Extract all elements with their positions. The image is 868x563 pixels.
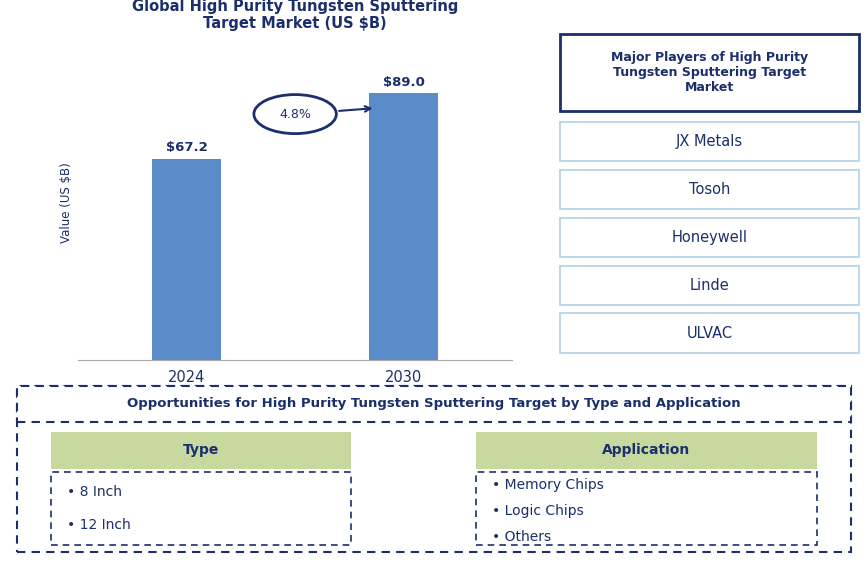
FancyBboxPatch shape	[476, 472, 818, 545]
Text: Opportunities for High Purity Tungsten Sputtering Target by Type and Application: Opportunities for High Purity Tungsten S…	[128, 397, 740, 410]
Text: • Logic Chips: • Logic Chips	[492, 504, 584, 518]
Text: Linde: Linde	[690, 278, 729, 293]
Text: $67.2: $67.2	[166, 141, 207, 154]
FancyBboxPatch shape	[560, 266, 859, 305]
FancyBboxPatch shape	[560, 169, 859, 209]
Text: Source: Lucintel: Source: Lucintel	[420, 401, 534, 414]
Text: 4.8%: 4.8%	[279, 108, 311, 120]
Text: • 12 Inch: • 12 Inch	[68, 518, 131, 532]
Text: ULVAC: ULVAC	[687, 326, 733, 341]
FancyBboxPatch shape	[476, 432, 818, 468]
FancyBboxPatch shape	[560, 314, 859, 353]
Title: Global High Purity Tungsten Sputtering
Target Market (US $B): Global High Purity Tungsten Sputtering T…	[132, 0, 458, 32]
Bar	[369, 93, 438, 360]
Text: Tosoh: Tosoh	[689, 182, 730, 197]
FancyBboxPatch shape	[50, 472, 351, 545]
Text: Major Players of High Purity
Tungsten Sputtering Target
Market: Major Players of High Purity Tungsten Sp…	[611, 51, 808, 94]
Bar	[152, 159, 221, 360]
Text: Honeywell: Honeywell	[672, 230, 747, 245]
FancyBboxPatch shape	[50, 432, 351, 468]
FancyBboxPatch shape	[560, 217, 859, 257]
Text: • Memory Chips: • Memory Chips	[492, 479, 604, 492]
Text: • Others: • Others	[492, 530, 551, 544]
Text: JX Metals: JX Metals	[676, 134, 743, 149]
Text: Type: Type	[182, 444, 219, 457]
Text: Application: Application	[602, 444, 691, 457]
Text: • 8 Inch: • 8 Inch	[68, 485, 122, 499]
FancyBboxPatch shape	[560, 34, 859, 111]
Text: $89.0: $89.0	[383, 75, 424, 88]
FancyBboxPatch shape	[560, 122, 859, 161]
Y-axis label: Value (US $B): Value (US $B)	[60, 162, 73, 243]
FancyBboxPatch shape	[17, 386, 851, 422]
FancyBboxPatch shape	[17, 386, 851, 552]
